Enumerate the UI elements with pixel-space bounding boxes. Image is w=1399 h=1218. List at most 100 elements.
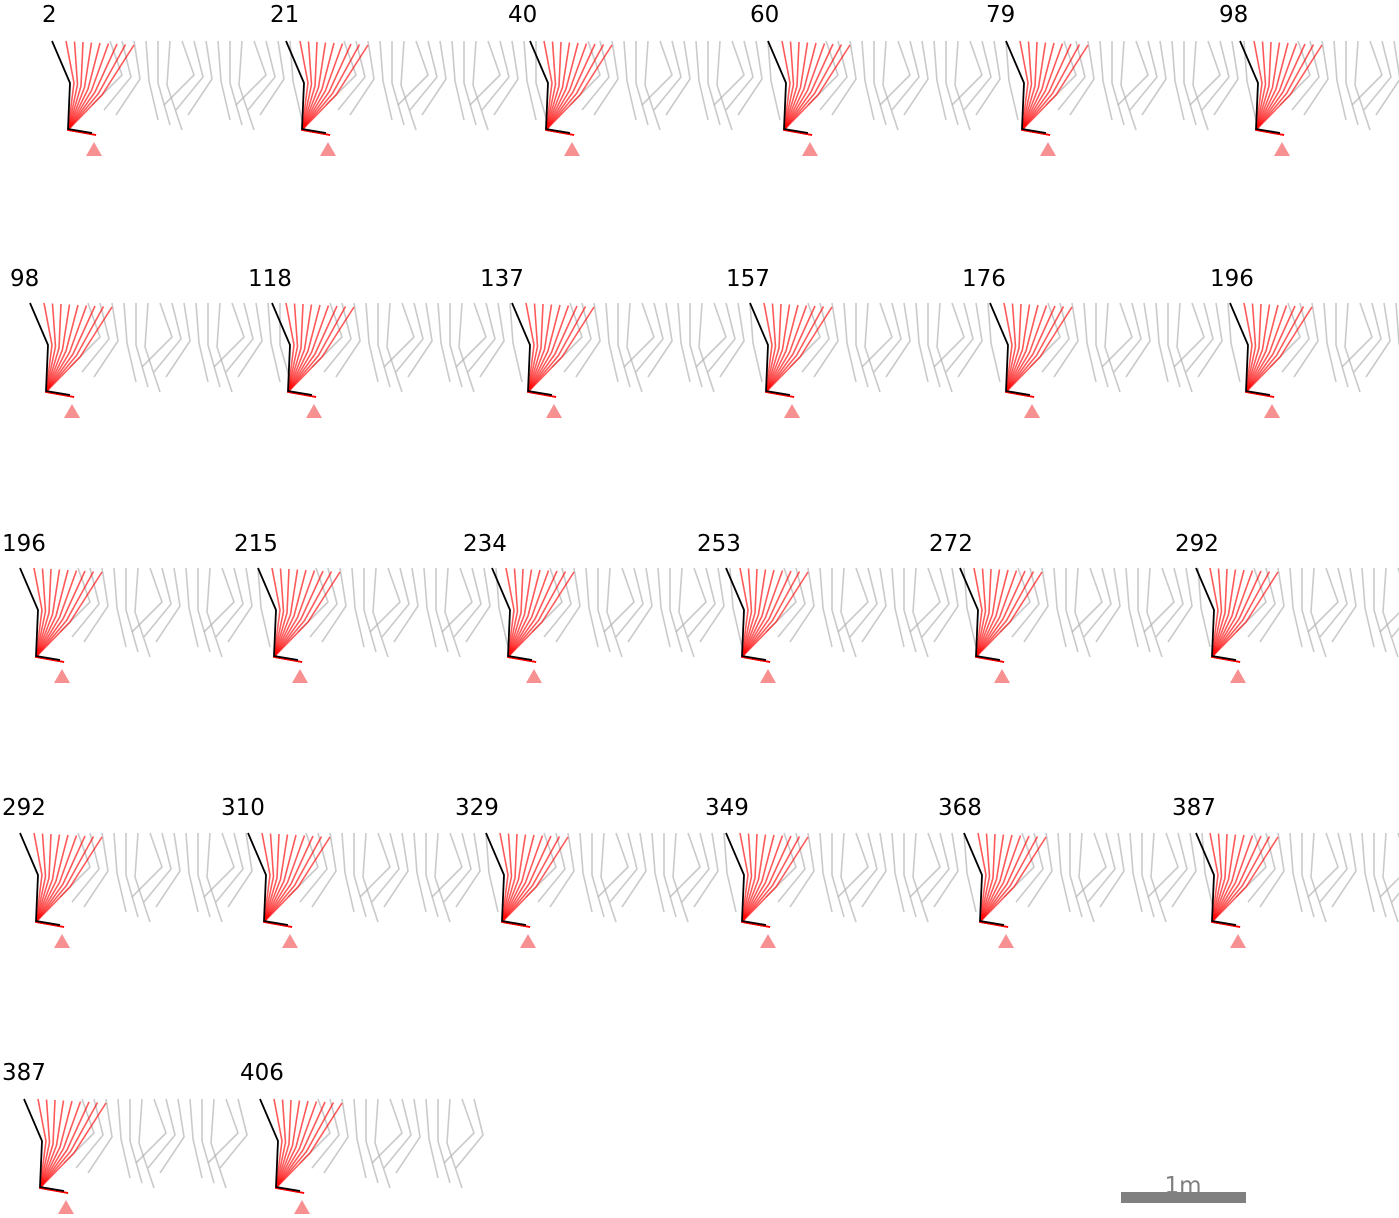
background-pose xyxy=(195,302,209,383)
background-pose xyxy=(400,40,417,131)
background-pose xyxy=(1171,832,1197,908)
background-pose xyxy=(1382,832,1399,923)
frame-label: 329 xyxy=(455,795,499,821)
background-pose xyxy=(383,832,409,908)
background-pose xyxy=(1125,567,1139,648)
background-pose xyxy=(131,567,163,633)
contact-marker xyxy=(760,669,776,683)
frame-label: 387 xyxy=(1172,795,1216,821)
background-pose xyxy=(600,832,617,923)
background-pose xyxy=(1101,302,1133,368)
background-pose xyxy=(145,40,159,121)
background-pose xyxy=(1293,302,1319,378)
current-pose xyxy=(23,1098,65,1192)
background-pose xyxy=(1201,40,1230,111)
highlight-pose xyxy=(1021,44,1089,136)
highlight-pose xyxy=(507,571,575,663)
background-pose xyxy=(365,302,379,383)
background-pose xyxy=(371,832,400,903)
background-pose xyxy=(259,40,285,116)
background-pose xyxy=(1341,302,1373,368)
background-pose xyxy=(147,1098,176,1169)
background-pose xyxy=(915,302,929,383)
background-pose xyxy=(206,567,223,658)
background-pose xyxy=(393,567,419,643)
background-pose xyxy=(1057,832,1071,913)
background-pose xyxy=(1023,567,1049,643)
background-pose xyxy=(75,1098,104,1169)
background-pose xyxy=(1137,568,1151,653)
background-pose xyxy=(1361,832,1375,913)
background-pose xyxy=(215,832,244,903)
background-pose xyxy=(837,567,869,633)
current-pose xyxy=(259,1098,301,1192)
background-pose xyxy=(349,40,375,116)
background-pose xyxy=(1391,627,1399,638)
background-pose xyxy=(203,832,235,898)
background-pose xyxy=(479,302,505,378)
background-pose xyxy=(458,302,475,393)
background-pose xyxy=(235,40,267,106)
background-pose xyxy=(155,832,181,908)
background-pose xyxy=(1353,302,1382,373)
background-pose xyxy=(437,1099,451,1184)
background-pose xyxy=(777,567,806,638)
frame-label: 387 xyxy=(2,1060,46,1086)
background-pose xyxy=(1129,832,1143,913)
background-pose xyxy=(675,567,707,633)
background-pose xyxy=(135,1098,167,1164)
background-pose xyxy=(1197,302,1223,378)
background-pose xyxy=(801,302,830,373)
background-pose xyxy=(1307,567,1339,633)
background-pose xyxy=(371,1098,403,1164)
frame-label: 21 xyxy=(270,2,299,28)
background-pose xyxy=(1120,40,1137,131)
gait-panel: 387 xyxy=(2,1060,248,1214)
background-pose xyxy=(1074,567,1091,658)
background-pose xyxy=(885,302,911,378)
background-pose xyxy=(653,40,682,111)
gait-panel: 157 xyxy=(726,266,1001,418)
background-pose xyxy=(123,302,137,383)
background-pose xyxy=(1027,832,1053,908)
highlight-pose xyxy=(527,306,595,398)
background-pose xyxy=(413,832,427,913)
current-pose xyxy=(725,567,767,661)
background-pose xyxy=(975,40,1001,116)
background-pose xyxy=(138,1098,155,1189)
highlight-pose xyxy=(67,44,135,136)
frame-label: 310 xyxy=(221,795,265,821)
highlight-pose xyxy=(783,44,851,136)
background-pose xyxy=(677,302,691,383)
background-pose xyxy=(1197,567,1211,648)
contact-marker xyxy=(1230,934,1246,948)
frame-label: 215 xyxy=(234,531,278,557)
background-pose xyxy=(386,302,403,393)
background-pose xyxy=(687,567,716,638)
background-pose xyxy=(1192,40,1209,131)
background-pose xyxy=(434,832,451,923)
gait-panel: 60 xyxy=(750,2,1019,156)
highlight-pose xyxy=(301,44,369,136)
contact-marker xyxy=(64,404,80,418)
background-pose xyxy=(861,40,875,121)
background-pose xyxy=(873,41,887,126)
background-pose xyxy=(945,41,959,126)
background-pose xyxy=(353,1098,367,1179)
current-pose xyxy=(511,302,553,396)
background-pose xyxy=(912,832,929,923)
background-pose xyxy=(395,302,424,373)
background-pose xyxy=(1155,302,1169,383)
background-pose xyxy=(819,40,848,111)
background-pose xyxy=(125,568,139,653)
background-pose xyxy=(1117,40,1149,106)
gait-panel: 272 xyxy=(929,531,1211,683)
highlight-pose xyxy=(35,836,103,928)
background-pose xyxy=(117,1098,131,1179)
background-pose xyxy=(1363,40,1392,111)
current-pose xyxy=(485,832,527,926)
background-pose xyxy=(647,302,673,378)
background-pose xyxy=(657,567,671,648)
contact-marker xyxy=(292,669,308,683)
background-pose xyxy=(1167,567,1193,643)
